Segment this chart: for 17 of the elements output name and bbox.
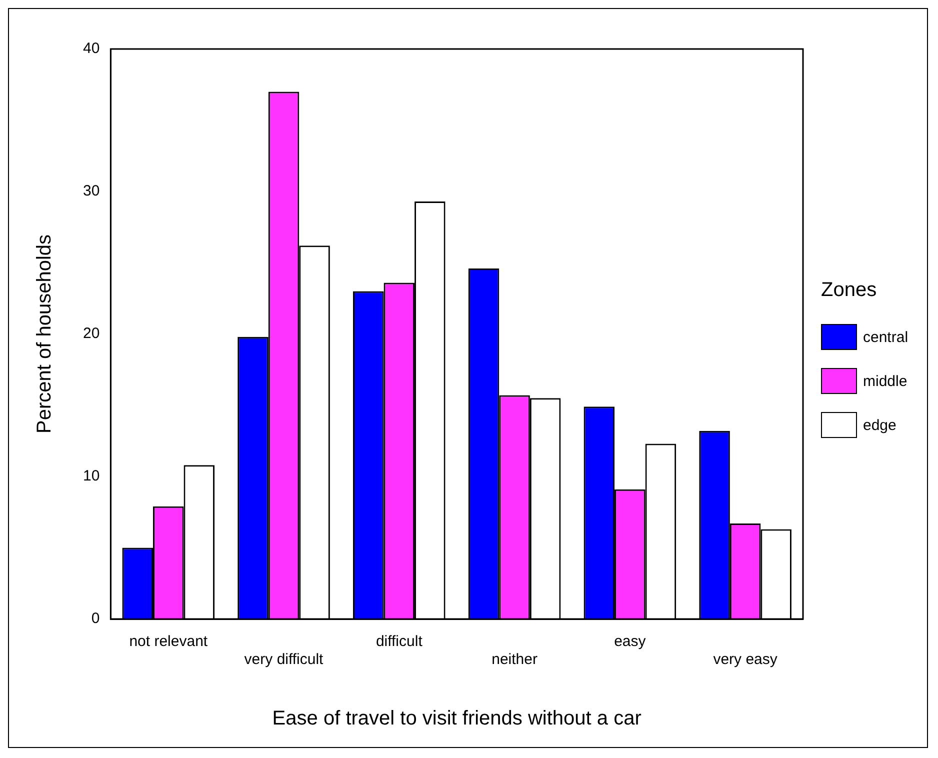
legend-label: central: [863, 328, 908, 346]
legend-label: middle: [863, 372, 908, 390]
x-tick-label: difficult: [376, 633, 424, 650]
legend-title: Zones: [821, 279, 878, 302]
y-axis-title: Percent of households: [34, 234, 56, 434]
y-tick-label: 30: [82, 182, 100, 200]
x-tick-label: neither: [492, 651, 538, 668]
y-tick-label: 20: [82, 325, 100, 342]
y-tick-label: 10: [82, 468, 100, 485]
x-tick-label: not relevant: [129, 633, 208, 650]
x-tick-label: easy: [614, 633, 646, 650]
y-tick-label: 40: [82, 40, 100, 58]
y-tick-label: 0: [91, 610, 100, 628]
x-tick-label: very easy: [713, 651, 778, 668]
x-axis-title: Ease of travel to visit friends without a car: [272, 708, 642, 730]
x-tick-label: very difficult: [244, 651, 324, 668]
text: edge: [863, 416, 896, 434]
